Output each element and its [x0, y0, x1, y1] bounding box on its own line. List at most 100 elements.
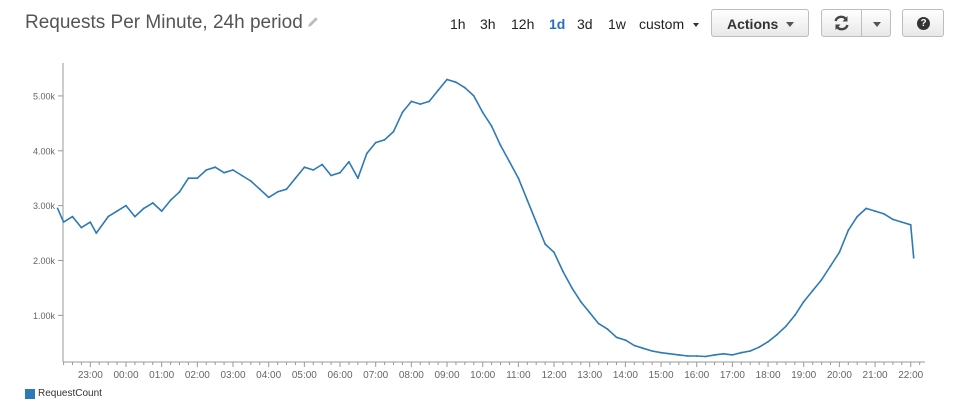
data-point — [419, 103, 422, 105]
data-point — [912, 256, 915, 259]
caret-down-icon — [786, 22, 794, 27]
data-point — [535, 221, 538, 224]
data-point — [562, 270, 564, 273]
data-point — [883, 213, 885, 215]
data-point — [294, 177, 297, 180]
x-tick-label: 08:00 — [399, 370, 424, 381]
data-point — [339, 171, 341, 174]
x-tick-label: 11:00 — [506, 370, 531, 381]
range-3d[interactable]: 3d — [577, 16, 593, 32]
data-point — [437, 89, 439, 92]
data-point — [410, 100, 413, 103]
data-point — [838, 251, 841, 254]
data-point — [71, 215, 74, 218]
data-point — [909, 223, 912, 226]
legend-label: RequestCount — [38, 388, 102, 399]
refresh-button[interactable] — [821, 9, 862, 37]
range-1w[interactable]: 1w — [608, 16, 626, 32]
chart-header: Requests Per Minute, 24h period 1h 3h 12… — [0, 0, 963, 50]
data-point — [303, 166, 306, 169]
x-tick-label: 02:00 — [185, 370, 210, 381]
data-point — [472, 95, 475, 97]
x-tick-label: 12:00 — [542, 370, 567, 381]
data-point — [134, 215, 136, 218]
x-tick-label: 15:00 — [649, 370, 674, 381]
data-point — [178, 191, 181, 193]
data-point — [633, 344, 636, 347]
refresh-menu-button[interactable] — [861, 9, 891, 37]
data-point — [321, 163, 324, 166]
data-point — [695, 355, 698, 357]
refresh-icon — [834, 15, 849, 31]
data-point — [312, 169, 315, 171]
data-point — [365, 152, 368, 155]
data-point — [169, 199, 172, 202]
range-1h[interactable]: 1h — [450, 16, 466, 32]
data-point — [490, 125, 493, 127]
actions-button[interactable]: Actions — [711, 9, 809, 37]
y-tick-label: 2.00k — [33, 256, 56, 266]
data-point — [383, 138, 386, 141]
data-point — [802, 300, 805, 303]
data-point — [508, 160, 511, 163]
x-tick-label: 09:00 — [435, 370, 460, 381]
x-tick-label: 14:00 — [613, 370, 638, 381]
x-axis: 23:00 00:00 01:00 02:00 03:00 04:00 05:00 06:00… — [63, 361, 925, 381]
data-point — [579, 300, 582, 303]
x-tick-label: 16:00 — [684, 370, 709, 381]
data-point — [276, 191, 279, 193]
data-point — [95, 232, 98, 235]
data-point — [669, 352, 671, 355]
pencil-icon[interactable] — [305, 14, 321, 30]
x-tick-label: 00:00 — [113, 370, 138, 381]
x-tick-label: 03:00 — [220, 370, 245, 381]
x-tick-label: 05:00 — [292, 370, 317, 381]
range-custom[interactable]: custom — [639, 16, 685, 32]
data-point — [374, 141, 377, 144]
data-point — [214, 166, 217, 169]
data-point — [553, 251, 555, 254]
range-1d[interactable]: 1d — [549, 16, 566, 32]
x-tick-label: 07:00 — [363, 370, 388, 381]
x-tick-label: 22:00 — [898, 370, 923, 381]
data-point — [526, 199, 529, 202]
x-tick-label: 17:00 — [720, 370, 745, 381]
data-point — [776, 333, 778, 336]
data-point — [330, 174, 332, 177]
x-tick-label: 10:00 — [470, 370, 495, 381]
data-point — [267, 196, 270, 199]
line-chart: 1.00k 2.00k 3.00k 4.00k 5.00k 23:00 00:00 01:0… — [33, 63, 925, 381]
data-point — [62, 221, 65, 224]
chart-title: Requests Per Minute, 24h period — [25, 12, 303, 33]
data-point — [232, 169, 234, 171]
range-12h[interactable]: 12h — [511, 16, 535, 32]
data-point — [499, 144, 502, 147]
range-3h[interactable]: 3h — [480, 16, 496, 32]
data-point — [249, 180, 252, 182]
data-point — [125, 204, 127, 207]
data-point — [544, 243, 546, 245]
data-point — [464, 86, 466, 89]
help-button[interactable]: ? — [902, 9, 944, 37]
y-tick-label: 5.00k — [33, 91, 56, 101]
x-tick-label: 23:00 — [78, 370, 103, 381]
data-point — [660, 351, 662, 354]
x-tick-label: 04:00 — [256, 370, 281, 381]
data-point — [116, 210, 118, 213]
data-point — [187, 177, 190, 180]
x-tick-label: 06:00 — [328, 370, 353, 381]
x-tick-label: 13:00 — [577, 370, 602, 381]
data-point — [740, 351, 743, 354]
series-line — [56, 78, 915, 358]
data-point — [571, 287, 573, 289]
help-icon: ? — [917, 17, 930, 30]
data-point — [651, 350, 653, 352]
legend-swatch — [25, 389, 35, 399]
data-point — [588, 311, 591, 314]
chevron-down-icon — [873, 22, 881, 27]
data-point — [392, 130, 395, 133]
data-point — [142, 207, 145, 210]
data-point — [481, 111, 484, 114]
data-point — [704, 355, 707, 358]
y-axis: 1.00k 2.00k 3.00k 4.00k 5.00k — [33, 63, 64, 362]
